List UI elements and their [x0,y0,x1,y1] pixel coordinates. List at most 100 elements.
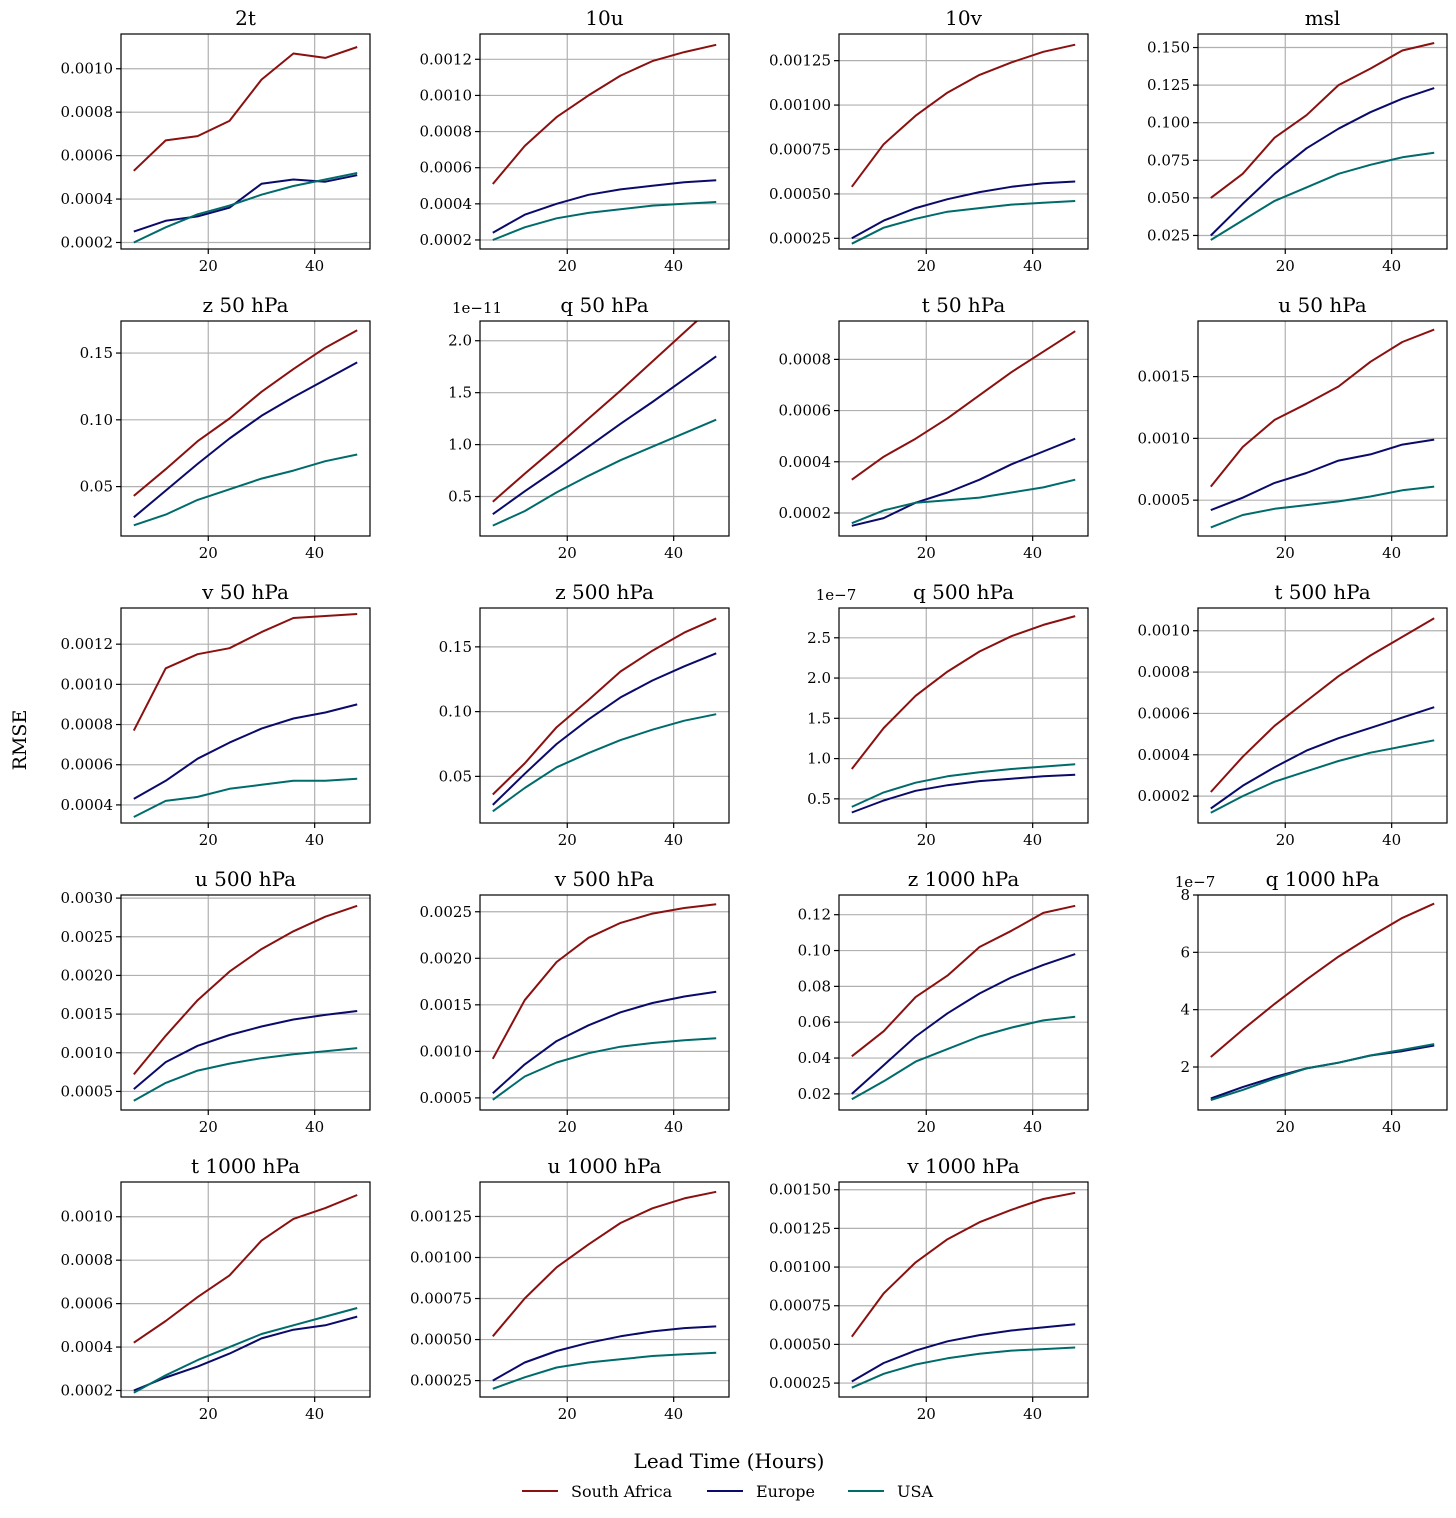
y-tick-label: 0.0006 [1138,704,1191,722]
subplot-title: u 50 hPa [1278,293,1366,317]
subplot-t-500-hpa: 20 40 0.0002 0.0004 0.0006 0.0008 0.0010 t 500 … [1138,580,1448,849]
subplot-z-1000-hpa: 20 40 0.02 0.04 0.06 0.08 0.10 0.12 z 1000 hPa [798,867,1089,1136]
series-line-usa [851,478,1076,525]
series-line-europe [492,355,717,516]
axes-frame [1197,33,1448,250]
y-tick-label: 0.0005 [420,1089,473,1107]
series-line-south-africa [851,615,1076,770]
x-tick-label: 20 [199,257,218,275]
series-line-europe [133,703,358,800]
y-tick-label: 0.0004 [61,796,114,814]
y-tick-label: 0.0010 [1138,429,1191,447]
subplot-title: v 500 hPa [554,867,655,891]
y-tick-label: 0.0020 [61,966,114,984]
axes-frame [1197,320,1448,537]
series-line-south-africa [1210,328,1435,488]
subplot-title: v 1000 hPa [906,1154,1019,1178]
x-tick-label: 40 [1382,831,1401,849]
y-tick-label: 0.0008 [61,716,114,734]
y-tick-label: 0.00025 [769,229,831,247]
y-tick-label: 2.5 [807,629,831,647]
x-tick-label: 20 [917,544,936,562]
series-line-europe [133,1010,358,1090]
subplot-title: 2t [235,6,256,30]
y-tick-label: 0.0006 [61,1295,114,1313]
series-line-europe [492,652,717,806]
y-tick-label: 0.10 [439,703,472,721]
y-tick-label: 0.00100 [410,1248,472,1266]
y-tick-label: 0.10 [80,411,113,429]
legend: South Africa Europe USA [522,1482,933,1501]
y-tick-label: 0.04 [798,1049,831,1067]
series-line-usa [492,418,717,527]
series-line-europe [851,773,1076,814]
series-line-south-africa [491,903,717,1060]
subplot-z-500-hpa: 20 40 0.05 0.10 0.15 z 500 hPa [439,580,730,849]
subplot-title: v 50 hPa [201,580,289,604]
axes-frame [120,1181,371,1398]
subplot-10u: 20 40 0.0002 0.0004 0.0006 0.0008 0.0010 0.0012… [420,6,730,275]
y-tick-label: 0.150 [1147,39,1190,57]
axes-frame [838,320,1089,537]
y-tick-label: 0.0004 [420,195,473,213]
axes-frame [120,894,371,1111]
axes-frame [120,320,371,537]
axes-frame [120,607,371,824]
y-tick-label: 0.00075 [410,1290,472,1308]
y-offset-label: 1e−7 [816,586,857,604]
x-tick-label: 40 [1023,257,1042,275]
y-offset-label: 1e−7 [1175,873,1216,891]
subplot-title: z 1000 hPa [908,867,1020,891]
x-tick-label: 20 [199,544,218,562]
x-tick-label: 40 [664,1118,683,1136]
y-tick-label: 0.125 [1147,76,1190,94]
x-tick-label: 40 [1382,1118,1401,1136]
y-tick-label: 0.00075 [769,140,831,158]
x-tick-label: 40 [305,1405,324,1423]
y-tick-label: 0.00150 [769,1181,831,1199]
x-tick-label: 40 [664,831,683,849]
y-tick-label: 0.0015 [61,1005,114,1023]
x-tick-label: 20 [1276,257,1295,275]
subplot-title: t 500 hPa [1274,580,1370,604]
series-line-south-africa [1210,42,1435,199]
subplot-10v: 20 40 0.00025 0.00050 0.00075 0.00100 0.00125 1… [769,6,1089,275]
y-tick-label: 0.10 [798,942,831,960]
subplot-u-50-hpa: 20 40 0.0005 0.0010 0.0015 u 50 hPa [1138,293,1448,562]
subplot-u-1000-hpa: 20 40 0.00025 0.00050 0.00075 0.00100 0.00125 u… [410,1154,730,1423]
series-line-europe [1210,438,1435,512]
y-tick-label: 0.0008 [1138,663,1191,681]
y-tick-label: 0.02 [798,1085,831,1103]
x-tick-label: 40 [1382,257,1401,275]
x-tick-label: 20 [1276,1118,1295,1136]
y-tick-label: 0.0002 [61,1381,114,1399]
y-tick-label: 1.0 [448,436,472,454]
y-offset-label: 1e−11 [452,299,502,317]
x-tick-label: 40 [305,1118,324,1136]
series-line-usa [133,172,358,244]
y-tick-label: 0.0004 [779,453,832,471]
y-tick-label: 0.00125 [769,1219,831,1237]
x-tick-label: 40 [305,544,324,562]
axes-frame [838,1181,1089,1398]
y-tick-label: 0.0008 [61,1251,114,1269]
series-line-south-africa [492,321,699,503]
x-tick-label: 40 [305,831,324,849]
series-line-europe [133,1315,358,1392]
y-tick-label: 0.05 [80,478,113,496]
series-line-usa [133,777,358,818]
x-tick-label: 20 [917,257,936,275]
series-line-usa [1210,739,1435,814]
series-line-usa [133,453,358,527]
y-tick-label: 0.0010 [420,86,473,104]
y-tick-label: 0.050 [1147,189,1190,207]
x-tick-label: 20 [558,257,577,275]
series-line-south-africa [133,1194,358,1344]
y-tick-label: 0.0002 [779,504,832,522]
subplot-v-500-hpa: 20 40 0.0005 0.0010 0.0015 0.0020 0.0025 v 500 … [420,867,730,1136]
subplot-q-50-hpa: 20 40 0.5 1.0 1.5 2.0 1e−11 q 50 hPa [448,293,730,562]
subplot-z-50-hpa: 20 40 0.05 0.10 0.15 z 50 hPa [80,293,371,562]
x-tick-label: 40 [1023,1118,1042,1136]
y-tick-label: 2 [1180,1058,1190,1076]
y-tick-label: 0.0015 [1138,368,1191,386]
